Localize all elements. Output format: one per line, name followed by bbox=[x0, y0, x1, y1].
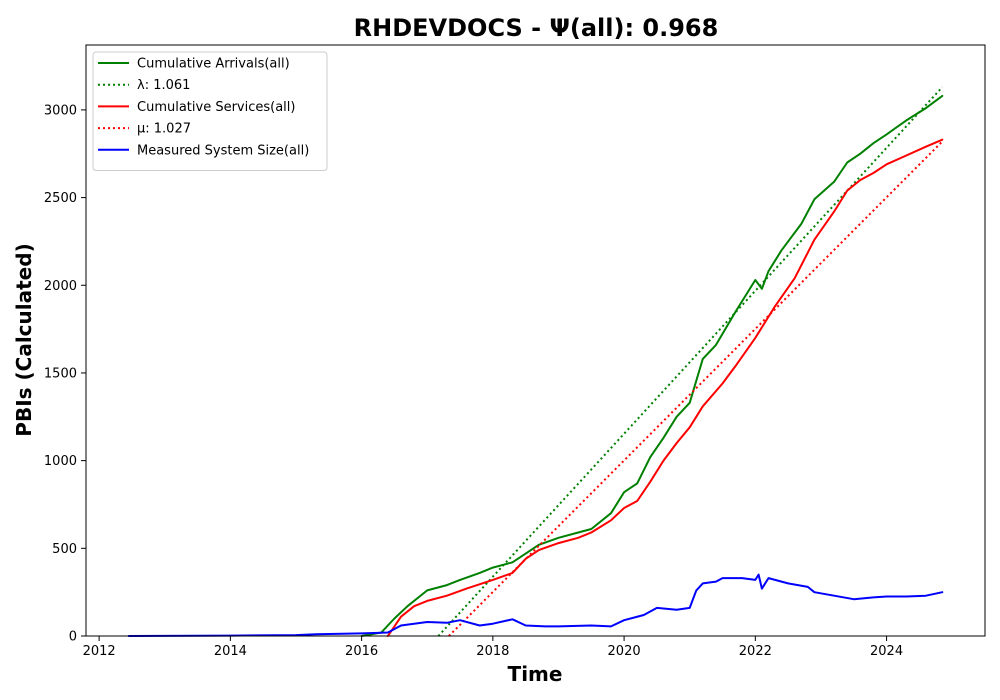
legend-box bbox=[92, 51, 328, 171]
chart-title: RHDEVDOCS - Ψ(all): 0.968 bbox=[354, 14, 719, 42]
series-line-measured-system-size-all bbox=[127, 573, 944, 637]
series-line-cumulative-arrivals-all bbox=[360, 94, 944, 637]
x-tick-label: 2018 bbox=[476, 644, 509, 659]
series-line-cumulative-services-all bbox=[386, 138, 944, 637]
legend-label-cumulative-services-all: Cumulative Services(all) bbox=[137, 100, 295, 115]
x-axis: 2012 2014 2016 2018 2020 2022 2024 bbox=[83, 636, 903, 659]
series-line-1-027 bbox=[448, 140, 944, 637]
plot-frame bbox=[85, 44, 986, 637]
y-tick-label: 500 bbox=[52, 542, 77, 557]
x-tick-label: 2014 bbox=[214, 644, 247, 659]
legend: Cumulative Arrivals(all) λ: 1.061 Cumulati… bbox=[92, 51, 328, 171]
legend-label-cumulative-arrivals-all: Cumulative Arrivals(all) bbox=[137, 57, 290, 72]
y-tick-label: 0 bbox=[69, 630, 77, 645]
series-line-1-061 bbox=[437, 86, 944, 637]
x-tick-label: 2024 bbox=[870, 644, 903, 659]
x-tick-label: 2020 bbox=[608, 644, 641, 659]
y-axis: 0 500 1000 1500 2000 2500 3000 bbox=[44, 103, 86, 645]
y-axis-label: PBIs (Calculated) bbox=[12, 243, 36, 436]
legend-label-measured-system-size-all: Measured System Size(all) bbox=[137, 143, 309, 158]
x-tick-label: 2016 bbox=[345, 644, 378, 659]
x-tick-label: 2012 bbox=[83, 644, 116, 659]
y-tick-label: 3000 bbox=[44, 103, 77, 118]
y-tick-label: 2000 bbox=[44, 279, 77, 294]
y-tick-label: 1000 bbox=[44, 454, 77, 469]
legend-label-1-061: λ: 1.061 bbox=[137, 78, 190, 93]
x-tick-label: 2022 bbox=[739, 644, 772, 659]
y-tick-label: 2500 bbox=[44, 191, 77, 206]
legend-label-1-027: μ: 1.027 bbox=[137, 122, 191, 137]
series-layer bbox=[127, 86, 944, 637]
y-tick-label: 1500 bbox=[44, 366, 77, 381]
x-axis-label: Time bbox=[508, 662, 563, 686]
